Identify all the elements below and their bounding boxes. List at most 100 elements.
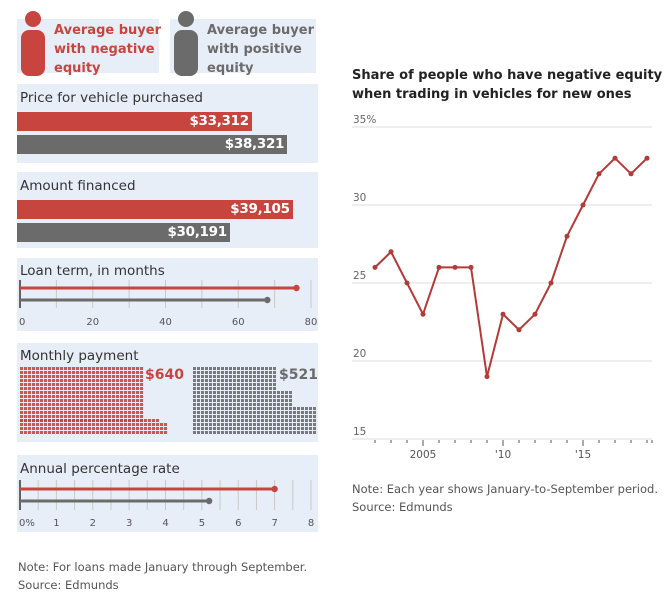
waffle-negative-cell: [56, 387, 59, 390]
waffle-negative-cell: [52, 375, 55, 378]
waffle-negative-cell: [24, 403, 27, 406]
waffle-positive-cell: [221, 375, 224, 378]
waffle-positive-cell: [213, 367, 216, 370]
waffle-positive-cell: [297, 407, 300, 410]
waffle-negative-cell: [84, 423, 87, 426]
waffle-negative-cell: [124, 403, 127, 406]
waffle-positive-cell: [305, 419, 308, 422]
waffle-negative-cell: [36, 391, 39, 394]
waffle-negative-cell: [72, 427, 75, 430]
left-note: Note: For loans made January through Sep…: [18, 558, 307, 594]
waffle-positive-cell: [273, 399, 276, 402]
y-tick-label: 15: [353, 426, 366, 438]
waffle-negative-cell: [108, 387, 111, 390]
waffle-negative-cell: [136, 375, 139, 378]
waffle-positive-cell: [265, 395, 268, 398]
waffle-positive-cell: [273, 383, 276, 386]
waffle-negative-cell: [88, 411, 91, 414]
waffle-positive-cell: [313, 415, 316, 418]
waffle-negative-cell: [56, 383, 59, 386]
waffle-negative-cell: [44, 407, 47, 410]
waffle-negative-cell: [44, 403, 47, 406]
waffle-negative-cell: [96, 395, 99, 398]
waffle-positive-cell: [261, 399, 264, 402]
waffle-negative-cell: [92, 387, 95, 390]
waffle-negative-cell: [100, 391, 103, 394]
waffle-positive-cell: [241, 371, 244, 374]
waffle-positive-cell: [197, 371, 200, 374]
chart-title-line1: Share of people who have negative equity: [352, 68, 663, 83]
waffle-negative-cell: [32, 427, 35, 430]
waffle-positive-cell: [217, 411, 220, 414]
waffle-negative-cell: [20, 375, 23, 378]
waffle-negative-cell: [92, 419, 95, 422]
waffle-positive-cell: [289, 427, 292, 430]
waffle-positive-cell: [197, 423, 200, 426]
data-point-2007: [452, 264, 458, 270]
tick-label: 7: [271, 518, 277, 529]
waffle-positive-cell: [221, 427, 224, 430]
waffle-negative-cell: [72, 379, 75, 382]
waffle-positive-cell: [225, 383, 228, 386]
waffle-positive-cell: [293, 427, 296, 430]
waffle-positive-cell: [245, 383, 248, 386]
waffle-negative-cell: [144, 427, 147, 430]
loan-term-chart: 0 20 40 60 80: [19, 280, 317, 328]
waffle-negative-cell: [36, 427, 39, 430]
waffle-positive-cell: [281, 423, 284, 426]
waffle-positive-cell: [213, 379, 216, 382]
waffle-positive-cell: [277, 415, 280, 418]
waffle-negative-cell: [56, 415, 59, 418]
waffle-positive-cell: [233, 387, 236, 390]
waffle-positive-cell: [249, 407, 252, 410]
waffle-positive-cell: [253, 407, 256, 410]
waffle-negative-cell: [72, 383, 75, 386]
waffle-positive-cell: [257, 395, 260, 398]
waffle-positive-cell: [265, 367, 268, 370]
waffle-negative-cell: [140, 375, 143, 378]
waffle-positive-cell: [197, 383, 200, 386]
waffle-positive-cell: [265, 411, 268, 414]
waffle-positive-cell: [205, 375, 208, 378]
waffle-negative-cell: [84, 367, 87, 370]
waffle-negative-cell: [104, 395, 107, 398]
waffle-positive-cell: [245, 399, 248, 402]
waffle-positive-cell: [265, 407, 268, 410]
waffle-positive-cell: [201, 379, 204, 382]
waffle-positive-cell: [209, 407, 212, 410]
waffle-negative-cell: [80, 431, 83, 434]
waffle-positive-cell: [237, 403, 240, 406]
waffle-negative-cell: [120, 367, 123, 370]
waffle-negative-cell: [116, 379, 119, 382]
waffle-negative-cell: [36, 411, 39, 414]
waffle-negative-cell: [76, 391, 79, 394]
waffle-positive-cell: [221, 419, 224, 422]
waffle-negative-cell: [124, 411, 127, 414]
waffle-negative-cell: [112, 367, 115, 370]
waffle-positive-cell: [249, 371, 252, 374]
data-point-2003: [388, 249, 394, 255]
waffle-positive-cell: [205, 419, 208, 422]
waffle-positive-cell: [205, 399, 208, 402]
waffle-positive-cell: [225, 411, 228, 414]
waffle-positive-cell: [221, 367, 224, 370]
x-tick-label: 2005: [410, 449, 437, 461]
waffle-positive-cell: [237, 419, 240, 422]
waffle-positive-cell: [197, 427, 200, 430]
waffle-negative-cell: [28, 391, 31, 394]
waffle-positive-cell: [273, 395, 276, 398]
waffle-negative-cell: [120, 411, 123, 414]
waffle-positive-cell: [229, 427, 232, 430]
waffle-positive-cell: [249, 399, 252, 402]
waffle-positive-cell: [221, 379, 224, 382]
waffle-positive-cell: [225, 415, 228, 418]
waffle-positive-cell: [269, 387, 272, 390]
waffle-positive-cell: [253, 379, 256, 382]
waffle-negative-cell: [68, 383, 71, 386]
waffle-positive-cell: [233, 411, 236, 414]
monthly-negative-label: $640: [145, 367, 184, 383]
waffle-negative-cell: [136, 399, 139, 402]
waffle-positive-cell: [253, 395, 256, 398]
waffle-positive-cell: [305, 427, 308, 430]
waffle-positive-cell: [253, 375, 256, 378]
